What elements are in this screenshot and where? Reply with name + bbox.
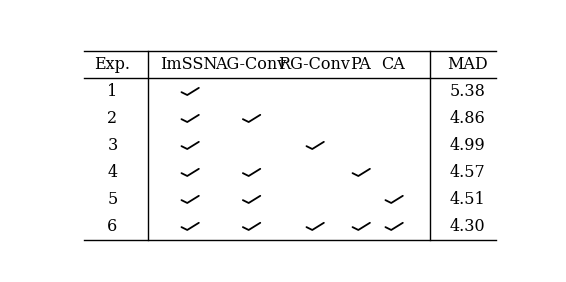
Text: 4.86: 4.86 (450, 110, 486, 127)
Text: CA: CA (381, 56, 405, 73)
Text: PA: PA (350, 56, 371, 73)
Text: 3: 3 (108, 137, 118, 154)
Text: 4.30: 4.30 (450, 218, 486, 235)
Text: AG-Conv: AG-Conv (215, 56, 286, 73)
Text: 4.57: 4.57 (450, 164, 486, 181)
Text: 6: 6 (108, 218, 118, 235)
Text: MAD: MAD (447, 56, 488, 73)
Text: 4.99: 4.99 (450, 137, 486, 154)
Text: 2: 2 (108, 110, 118, 127)
Text: 4.51: 4.51 (450, 191, 486, 208)
Text: Exp.: Exp. (95, 56, 130, 73)
Text: ImSSN: ImSSN (161, 56, 218, 73)
Text: 5.38: 5.38 (450, 83, 486, 100)
Text: 1: 1 (108, 83, 118, 100)
Text: 5: 5 (108, 191, 118, 208)
Text: RG-Conv: RG-Conv (278, 56, 350, 73)
Text: 4: 4 (108, 164, 118, 181)
